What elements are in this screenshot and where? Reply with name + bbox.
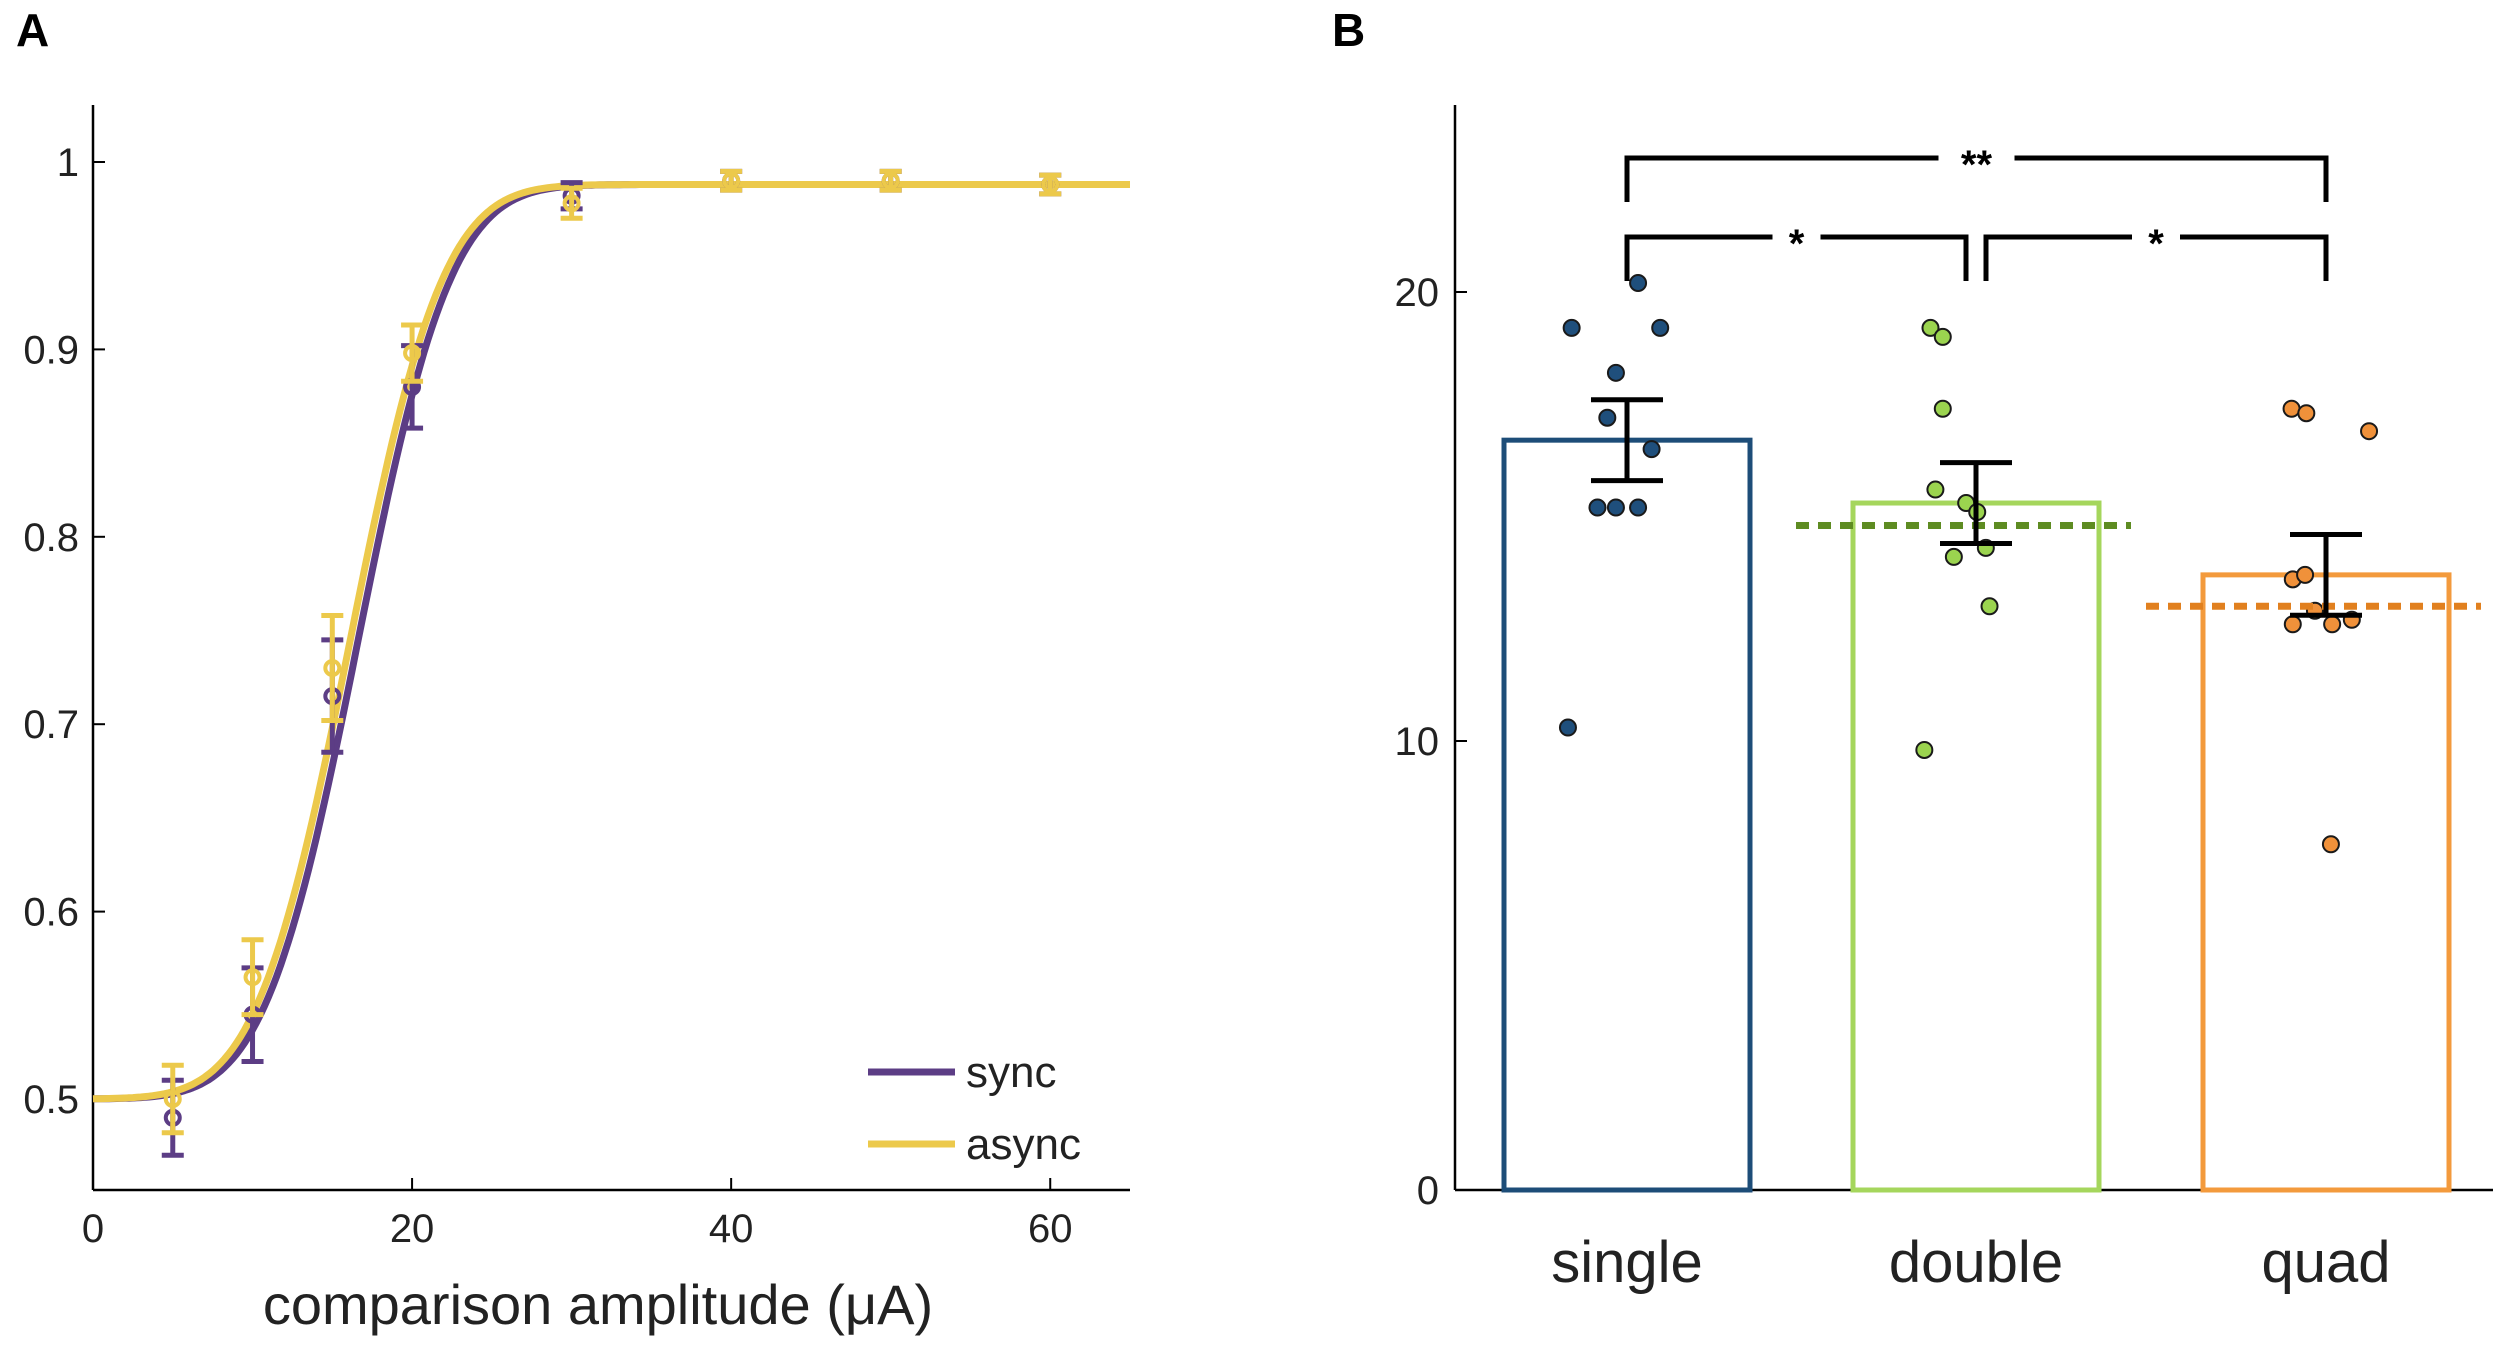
panel-a-legend-label-sync: sync xyxy=(966,1048,1056,1097)
panel-a-fit-curve-async xyxy=(92,181,1130,1103)
panel-b-data-point-double xyxy=(1933,327,1952,346)
panel-b-data-point-single xyxy=(1598,408,1617,427)
panel-b-data-point-single xyxy=(1606,363,1625,382)
panel-a-chart: 0.5 0.6 0.7 0.8 0.9 1 0 20 40 60 comparison ampli… xyxy=(23,105,1130,1336)
panel-a-marker-async xyxy=(323,658,342,677)
panel-a-legend-label-async: async xyxy=(966,1120,1081,1169)
panel-a-point-async xyxy=(720,168,743,193)
panel-a-y-tick-label: 0.6 xyxy=(23,891,79,935)
panel-b-data-point-quad xyxy=(2323,615,2342,634)
panel-a-point-async xyxy=(161,1062,184,1136)
panel-a-x-tick-label: 60 xyxy=(1028,1207,1073,1251)
panel-a-x-tick-label: 0 xyxy=(82,1207,104,1251)
panel-a-point-async xyxy=(879,168,902,193)
panel-a-legend: sync async xyxy=(868,1048,1081,1169)
panel-b-significance-bracket xyxy=(1624,234,1969,281)
panel-b-bar-quad xyxy=(2200,572,2452,1193)
panel-a-y-tick-label: 1 xyxy=(57,141,79,185)
panel-b-data-point-double xyxy=(1933,399,1952,418)
panel-a-point-async xyxy=(560,185,583,221)
panel-b-data-point-quad xyxy=(2360,422,2379,441)
panel-a-point-async xyxy=(401,322,424,384)
panel-b-data-point-single xyxy=(1642,440,1661,459)
panel-b-bar-single xyxy=(1501,437,1753,1193)
panel-b-significance-label: * xyxy=(2148,222,2164,266)
panel-b-y-tick-label: 0 xyxy=(1417,1169,1439,1213)
panel-b-category-label-quad: quad xyxy=(2261,1230,2390,1295)
panel-b-label: B xyxy=(1332,4,1365,56)
panel-a-y-tick-label: 0.8 xyxy=(23,516,79,560)
panel-b-category-label-double: double xyxy=(1889,1230,2063,1295)
panel-b-data-point-double xyxy=(1915,740,1934,759)
panel-b-y-tick-label: 20 xyxy=(1395,271,1440,315)
panel-a-y-tick-label: 0.7 xyxy=(23,703,79,747)
panel-b-category-label-single: single xyxy=(1551,1230,1703,1295)
panel-a-y-tick-label: 0.5 xyxy=(23,1078,79,1122)
panel-b-data-point-double xyxy=(1980,597,1999,616)
panel-a-marker-async xyxy=(722,171,741,190)
panel-a-x-tick-label: 40 xyxy=(709,1207,754,1251)
panel-b-data-point-double xyxy=(1944,547,1963,566)
panel-a-marker-async xyxy=(163,1090,182,1108)
panel-a-fit-curve-sync xyxy=(92,181,1130,1103)
panel-b-data-point-single xyxy=(1588,498,1607,517)
panel-b-data-point-quad xyxy=(2282,399,2301,418)
panel-a-point-async xyxy=(1039,172,1062,197)
panel-b-significance-bracket xyxy=(1983,234,2329,281)
panel-b-y-tick-label: 10 xyxy=(1395,720,1440,764)
panel-b-data-point-quad xyxy=(2283,615,2302,634)
panel-b-data-point-single xyxy=(1629,274,1648,293)
panel-b-data-point-single xyxy=(1558,718,1577,737)
panel-a-marker-async xyxy=(562,194,581,213)
panel-b-data-point-quad xyxy=(2297,404,2316,423)
panel-a-label: A xyxy=(16,4,49,56)
panel-a-marker-async xyxy=(243,968,262,987)
panel-b-bar-double xyxy=(1850,500,2102,1193)
panel-b-data-point-single xyxy=(1562,318,1581,337)
panel-b-significance-label: * xyxy=(1789,222,1805,266)
panel-b-significance-label: ** xyxy=(1961,143,1993,187)
panel-b-data-point-quad xyxy=(2321,835,2340,854)
panel-a-point-async xyxy=(321,613,344,723)
panel-a-x-tick-label: 20 xyxy=(390,1207,435,1251)
panel-b-data-point-single xyxy=(1629,498,1648,517)
panel-b-data-point-quad xyxy=(2296,565,2315,584)
panel-b-data-point-double xyxy=(1926,480,1945,499)
panel-b-data-point-single xyxy=(1606,498,1625,517)
panel-a-point-async xyxy=(241,937,264,1018)
panel-a-y-tick-label: 0.9 xyxy=(23,328,79,372)
panel-b-data-point-single xyxy=(1651,318,1670,337)
panel-a-marker-async xyxy=(1041,175,1060,194)
panel-a-marker-async xyxy=(403,344,422,363)
panel-a-x-axis-label: comparison amplitude (μA) xyxy=(263,1273,933,1336)
panel-b-significance-bracket xyxy=(1624,155,2329,202)
panel-b-data-point-double xyxy=(1921,318,1940,337)
panel-a-marker-async xyxy=(881,171,900,190)
